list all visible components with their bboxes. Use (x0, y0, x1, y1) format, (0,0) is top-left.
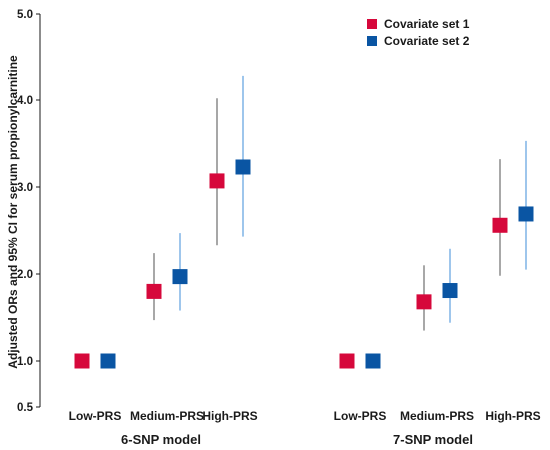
category-label: Low-PRS (334, 409, 387, 423)
category-label: Medium-PRS (400, 409, 474, 423)
or-marker (518, 206, 534, 222)
legend: Covariate set 1 Covariate set 2 (367, 17, 470, 48)
category-label: Medium-PRS (130, 409, 204, 423)
or-marker (172, 269, 188, 285)
or-marker (416, 294, 432, 310)
y-tick-label: 4.0 (17, 95, 33, 107)
legend-swatch (367, 36, 377, 46)
category-label: Low-PRS (69, 409, 122, 423)
or-marker (365, 353, 381, 369)
y-axis: 5.0 4.0 3.0 2.0 1.0 0.5 (17, 9, 41, 414)
y-tick-label: 3.0 (17, 182, 33, 194)
or-marker (100, 353, 116, 369)
ci-whiskers (153, 75, 527, 331)
group-label: 6-SNP model (121, 432, 201, 447)
or-marker (492, 217, 508, 233)
category-label: High-PRS (485, 409, 540, 423)
legend-swatch (367, 19, 377, 29)
or-marker (74, 353, 90, 369)
y-tick-label: 5.0 (17, 9, 33, 21)
legend-label: Covariate set 2 (384, 34, 470, 48)
group-label: 7-SNP model (393, 432, 473, 447)
or-marker (339, 353, 355, 369)
category-label: High-PRS (202, 409, 257, 423)
y-tick-label: 2.0 (17, 269, 33, 281)
or-marker (235, 159, 251, 175)
legend-label: Covariate set 1 (384, 17, 470, 31)
or-marker (146, 283, 162, 299)
or-marker (209, 173, 225, 189)
or-marker (442, 283, 458, 299)
y-axis-title: Adjusted ORs and 95% CI for serum propio… (6, 55, 20, 369)
or-markers (74, 159, 534, 369)
y-tick-label: 1.0 (17, 356, 33, 368)
y-tick-label: 0.5 (17, 402, 34, 414)
